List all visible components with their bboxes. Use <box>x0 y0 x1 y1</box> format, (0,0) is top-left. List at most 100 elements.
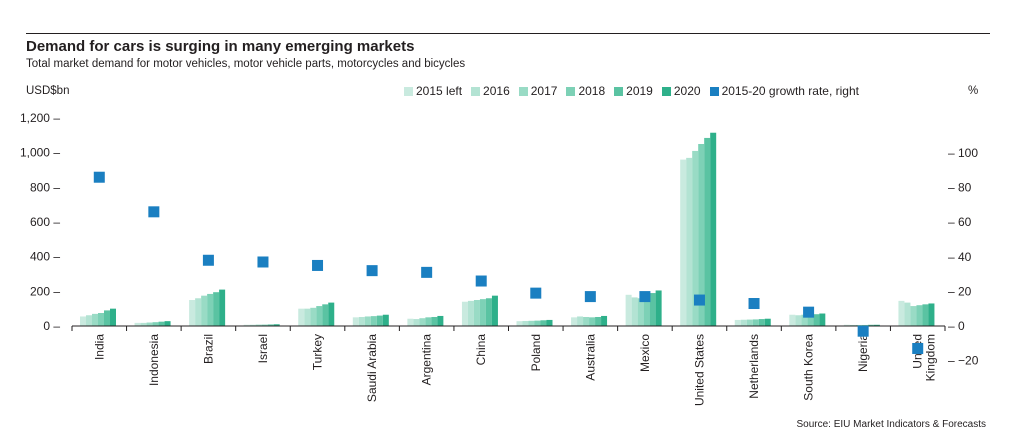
bar-australia <box>601 315 608 326</box>
bar-brazil <box>207 293 214 326</box>
legend-label: 2015-20 growth rate, right <box>721 84 859 98</box>
bar-south-korea <box>795 315 802 326</box>
y-right-tick-label: – −20 <box>948 354 979 368</box>
legend-swatch <box>614 86 624 96</box>
x-category-label: Argentina <box>420 334 434 386</box>
bar-indonesia <box>146 322 153 326</box>
bar-united-states <box>704 137 711 326</box>
bar-united-states <box>686 157 693 326</box>
bar-poland <box>528 320 535 326</box>
legend-label: 2016 <box>483 84 510 98</box>
y-left-tick-label: 1,000 – <box>20 146 60 160</box>
bar-saudi-arabia <box>352 317 359 326</box>
growth-rate-point <box>148 206 160 218</box>
y-right-tick-label: – 60 <box>948 215 972 229</box>
bar-poland <box>522 320 529 326</box>
x-category-label: China <box>474 334 488 366</box>
growth-rate-point <box>639 291 651 303</box>
bar-united-kingdom <box>928 303 935 326</box>
bar-netherlands <box>758 319 765 326</box>
x-category-label: Australia <box>583 334 597 381</box>
bar-israel <box>273 324 280 326</box>
y-left-tick-label: 1,200 – <box>20 111 60 125</box>
bar-saudi-arabia <box>364 316 371 326</box>
growth-rate-point <box>857 325 869 337</box>
bar-mexico <box>637 298 644 326</box>
legend-swatch <box>471 86 481 96</box>
growth-rate-point <box>584 291 596 303</box>
legend-item: 2016 <box>471 84 510 98</box>
x-category-label: Poland <box>529 334 543 371</box>
bar-saudi-arabia <box>358 316 365 326</box>
top-rule <box>26 33 990 34</box>
bar-nigeria <box>867 324 874 326</box>
bar-poland <box>540 320 547 326</box>
y-right-tick-label: – 100 <box>948 146 978 160</box>
legend-item: 2015 left <box>404 84 462 98</box>
y-left-tick-label: 200 – <box>30 284 60 298</box>
bar-united-kingdom <box>910 306 917 326</box>
legend-swatch <box>518 86 528 96</box>
bar-united-kingdom <box>904 302 911 326</box>
bar-israel <box>267 324 274 326</box>
legend-label: 2015 left <box>416 84 463 98</box>
legend-swatch <box>404 86 413 96</box>
bar-mexico <box>625 294 632 326</box>
bar-australia <box>589 317 596 326</box>
bar-brazil <box>213 292 220 326</box>
bar-nigeria <box>855 324 862 326</box>
bar-brazil <box>201 295 208 326</box>
x-category-label: Kingdom <box>924 334 938 381</box>
bar-china <box>473 300 480 326</box>
y-right-tick-label: – 20 <box>948 284 972 298</box>
x-category-label: Turkey <box>311 334 325 370</box>
growth-rate-point <box>202 254 214 266</box>
x-category-label: Brazil <box>201 334 215 364</box>
legend-label: 2018 <box>578 84 606 98</box>
bar-united-kingdom <box>922 304 929 326</box>
bar-mexico <box>649 293 656 326</box>
bar-china <box>485 298 492 326</box>
bar-mexico <box>631 297 638 326</box>
x-category-label: India <box>92 334 106 360</box>
growth-rate-point <box>912 342 924 354</box>
bar-nigeria <box>861 324 868 326</box>
growth-rate-point <box>475 275 487 287</box>
chart-title: Demand for cars is surging in many emerg… <box>26 38 415 55</box>
bar-turkey <box>310 307 317 326</box>
growth-rate-point <box>366 265 378 277</box>
bar-israel <box>255 324 262 326</box>
bar-israel <box>249 324 256 326</box>
bar-netherlands <box>764 318 771 326</box>
bar-india <box>98 313 104 326</box>
bar-china <box>461 301 468 326</box>
bar-india <box>110 308 116 326</box>
x-category-label: Netherlands <box>747 334 761 399</box>
bar-brazil <box>195 298 202 326</box>
x-category-label: United States <box>692 334 706 406</box>
bar-argentina <box>425 317 432 326</box>
y-right-tick-label: – 40 <box>948 250 972 264</box>
bar-south-korea <box>807 313 814 326</box>
x-category-label: Israel <box>256 334 270 363</box>
legend-item: 2017 <box>518 84 558 98</box>
legend-label: 2017 <box>530 84 558 98</box>
bar-mexico <box>655 290 662 326</box>
legend: 2015 left 2016 2017 2018 2019 2020 2015-20 gro… <box>404 84 868 98</box>
bar-india <box>80 316 86 326</box>
bar-united-states <box>692 150 699 326</box>
legend-item: 2020 <box>661 84 701 98</box>
bar-india <box>86 315 92 326</box>
y-left-tick-label: 800 – <box>30 180 60 194</box>
bar-australia <box>595 316 602 326</box>
bar-nigeria <box>873 324 880 326</box>
y-axis-right-unit: % <box>968 85 979 97</box>
legend-item: 2015-20 growth rate, right <box>709 84 859 98</box>
bar-poland <box>516 321 523 326</box>
legend-swatch <box>566 86 576 96</box>
bar-argentina <box>437 315 444 326</box>
bar-china <box>467 300 474 326</box>
bar-poland <box>546 319 553 326</box>
growth-rate-point <box>421 266 433 278</box>
